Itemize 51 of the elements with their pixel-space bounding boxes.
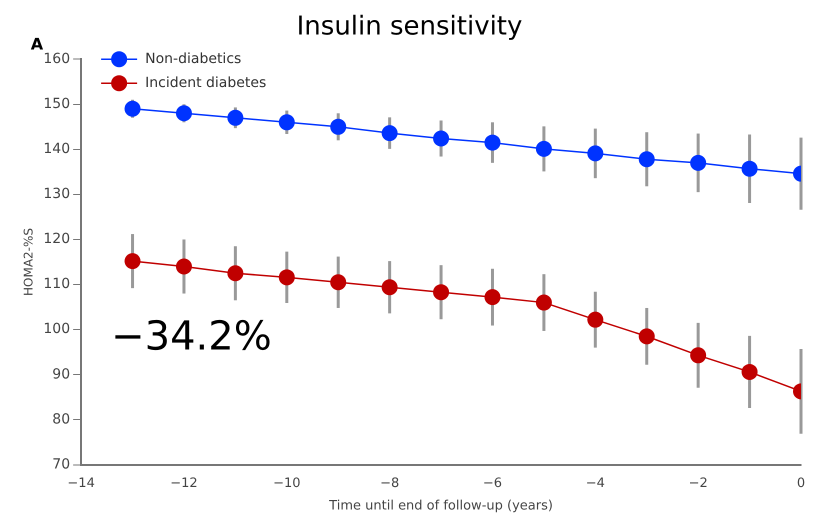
- point: [330, 118, 346, 135]
- point: [227, 265, 244, 282]
- annotation: −34.2%: [111, 313, 272, 360]
- point: [382, 279, 398, 296]
- y-tick-label: 150: [43, 96, 70, 112]
- point: [124, 100, 141, 117]
- point: [433, 130, 450, 147]
- x-tick-label: −6: [482, 476, 502, 491]
- y-tick-label: 70: [52, 456, 70, 472]
- point: [742, 364, 758, 380]
- point: [536, 294, 552, 311]
- point: [278, 114, 295, 130]
- chart-title: Insulin sensitivity: [296, 11, 522, 42]
- point: [124, 253, 141, 270]
- point: [433, 284, 450, 300]
- point: [536, 140, 552, 157]
- x-tick-label: −2: [688, 476, 708, 491]
- point: [176, 258, 192, 275]
- point: [176, 105, 192, 122]
- point: [330, 274, 346, 290]
- point: [227, 110, 244, 126]
- x-axis-title: Time until end of follow-up (years): [328, 498, 553, 514]
- x-tick-label: −10: [273, 476, 301, 491]
- x-tick-label: −12: [170, 476, 198, 491]
- x-tick-label: −8: [380, 476, 400, 491]
- point: [382, 125, 398, 142]
- y-tick-label: 120: [43, 231, 70, 248]
- y-tick-label: 160: [43, 50, 70, 67]
- y-tick-label: 100: [43, 321, 70, 338]
- legend-label: Non-diabetics: [145, 50, 242, 67]
- point: [638, 328, 655, 344]
- point: [484, 289, 500, 306]
- x-tick-label: −14: [67, 476, 95, 491]
- y-axis-title: HOMA2-%S: [21, 228, 36, 296]
- y-tick-label: 130: [43, 186, 70, 202]
- x-tick-label: 0: [796, 476, 806, 491]
- legend-label: Incident diabetes: [145, 74, 266, 91]
- x-tick-label: −4: [586, 476, 605, 491]
- point: [742, 160, 758, 177]
- point: [690, 347, 706, 364]
- point: [690, 154, 706, 171]
- y-tick-label: 140: [43, 140, 70, 157]
- point: [278, 269, 295, 286]
- point: [587, 145, 604, 162]
- y-tick-label: 110: [43, 276, 70, 292]
- y-tick-label: 80: [52, 411, 70, 428]
- point: [587, 312, 604, 328]
- text: A: [30, 34, 44, 54]
- point: [484, 134, 500, 151]
- point: [638, 151, 655, 168]
- y-tick-label: 90: [52, 366, 70, 382]
